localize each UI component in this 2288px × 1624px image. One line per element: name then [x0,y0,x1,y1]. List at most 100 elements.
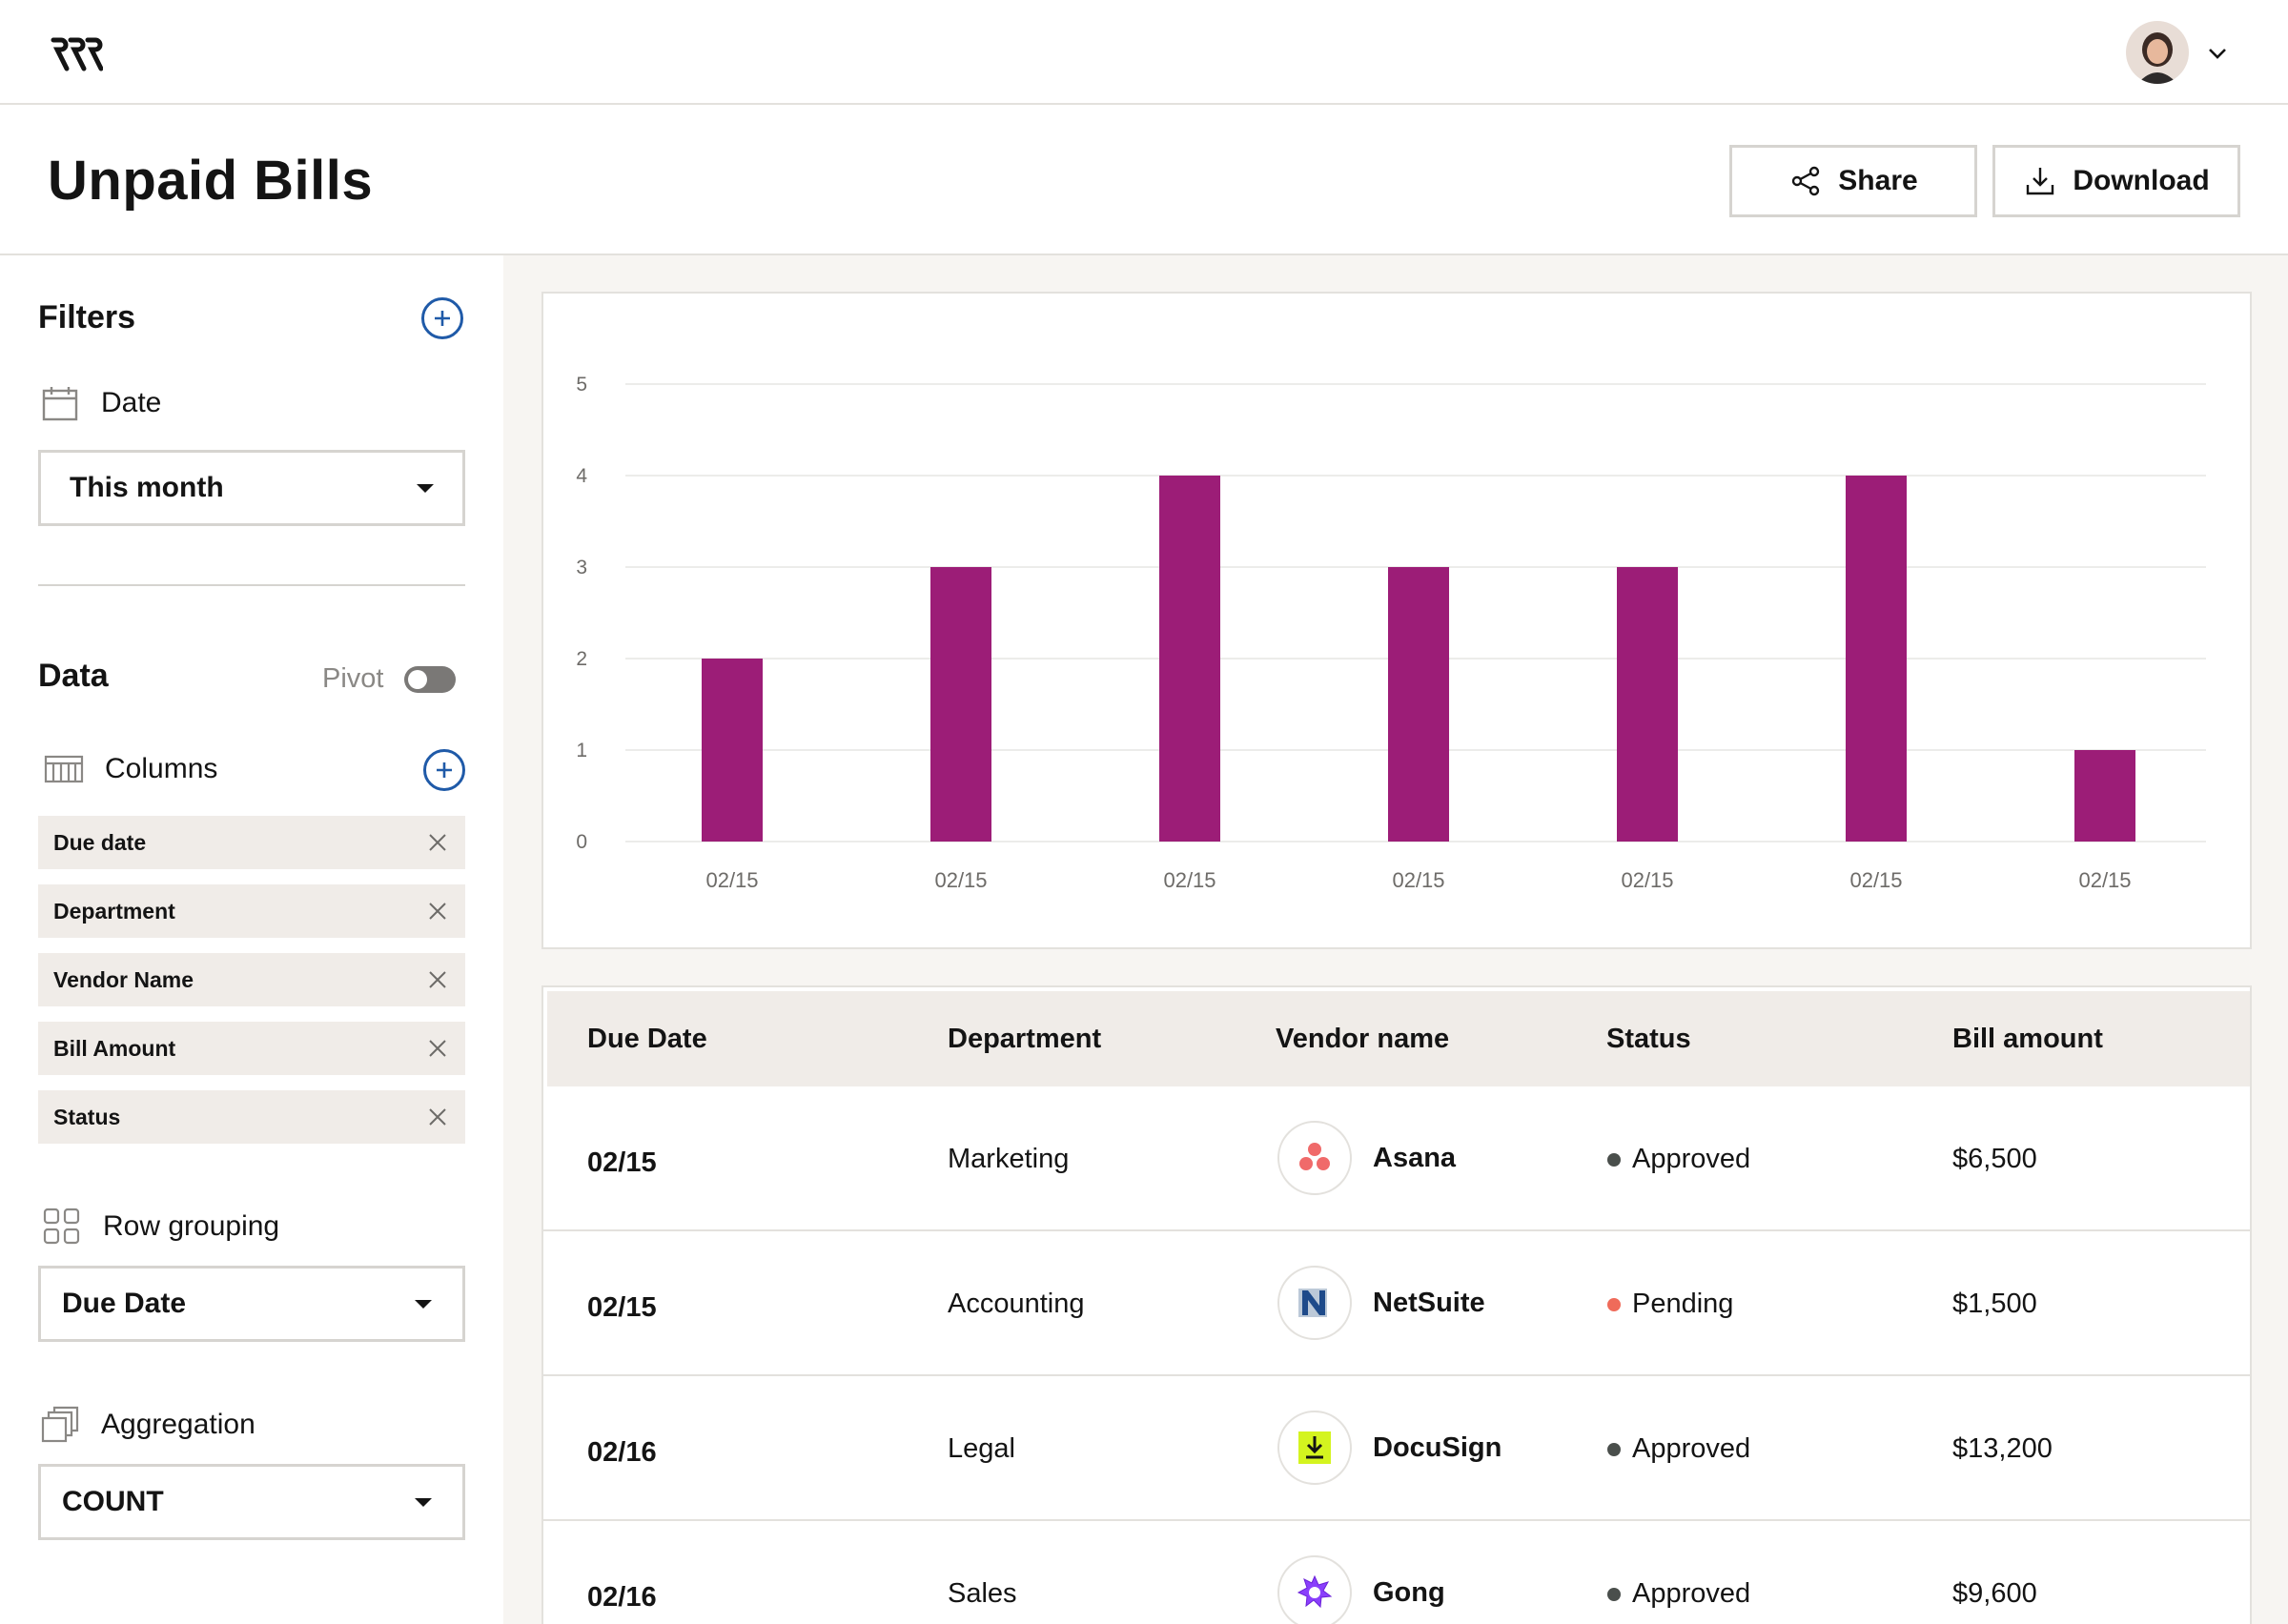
gong-icon [1277,1555,1352,1624]
column-chip-status[interactable]: Status [38,1090,465,1144]
filters-title: Filters [38,299,136,335]
aggregation-label: Aggregation [101,1409,255,1440]
date-select[interactable]: This month [38,450,465,526]
x-tick-label: 02/15 [2078,868,2131,892]
row-grouping-select[interactable]: Due Date [38,1266,465,1342]
close-icon[interactable] [427,969,448,990]
main-content: 0 1 2 3 4 5 02/15 02/15 02/15 02/15 02/15 02/15 02/1… [503,255,2288,1624]
chevron-down-icon[interactable] [2206,42,2229,65]
table-row[interactable]: 02/15 Accounting NetSuite Pending $1,500 [543,1231,2250,1376]
close-icon[interactable] [427,1038,448,1059]
table-row[interactable]: 02/15 Marketing Asana Approved $6,500 [543,1086,2250,1231]
column-chip-vendor-name[interactable]: Vendor Name [38,953,465,1006]
columns-label-row: Columns [44,749,217,789]
status-text: Approved [1632,1144,1751,1174]
header-vendor-name[interactable]: Vendor name [1276,1024,1450,1054]
cell-bill-amount: $13,200 [1952,1433,2053,1464]
share-icon [1792,166,1820,196]
share-button[interactable]: Share [1729,145,1977,217]
column-chip-label: Status [53,1104,121,1129]
cell-status: Approved [1607,1578,1750,1610]
column-chip-department[interactable]: Department [38,884,465,938]
close-icon[interactable] [427,832,448,853]
cell-status: Approved [1607,1144,1750,1175]
header-due-date[interactable]: Due Date [587,1024,707,1054]
status-text: Approved [1632,1433,1751,1464]
y-tick-label: 2 [576,648,587,670]
app-logo-icon[interactable] [50,34,103,72]
close-icon[interactable] [427,1106,448,1127]
add-filter-button[interactable] [421,297,463,339]
date-select-value: This month [70,472,224,503]
y-tick-label: 4 [576,465,587,487]
x-tick-label: 02/15 [1849,868,1902,892]
row-grouping-value: Due Date [62,1288,187,1319]
cell-due-date: 02/16 [587,1582,657,1613]
bar-chart: 0 1 2 3 4 5 02/15 02/15 02/15 02/15 02/15 02/15 02/1… [576,374,2206,892]
vendor-name: Gong [1373,1576,1445,1608]
aggregation-select[interactable]: COUNT [38,1464,465,1540]
sidebar: Filters Date This month Data Pivot Colum… [0,255,503,1624]
page-header: Unpaid Bills Share Download [0,105,2288,255]
cell-vendor: Asana [1277,1121,1456,1195]
docusign-icon [1277,1411,1352,1485]
column-chip-label: Vendor Name [53,966,194,992]
chart-card: 0 1 2 3 4 5 02/15 02/15 02/15 02/15 02/15 02/15 02/1… [541,292,2252,949]
cell-vendor: DocuSign [1277,1411,1502,1485]
cell-department: Accounting [948,1289,1085,1319]
calendar-icon [42,387,78,421]
x-tick-label: 02/15 [934,868,987,892]
pivot-toggle[interactable] [404,665,457,693]
y-tick-label: 0 [576,831,587,853]
cell-bill-amount: $1,500 [1952,1289,2037,1319]
download-button[interactable]: Download [1992,145,2240,217]
bar [2074,750,2135,842]
status-text: Pending [1632,1289,1734,1319]
bar [1159,476,1220,842]
column-chip-label: Department [53,898,175,924]
status-dot [1607,1442,1621,1456]
column-chip-label: Bill Amount [53,1035,176,1061]
table-row[interactable]: 02/16 Legal DocuSign Approved $13,200 [543,1376,2250,1521]
column-chip-due-date[interactable]: Due date [38,816,465,869]
download-label: Download [2073,165,2210,196]
add-column-button[interactable] [423,749,465,791]
x-tick-label: 02/15 [1621,868,1673,892]
header-status[interactable]: Status [1606,1024,1691,1054]
bills-table: Due Date Department Vendor name Status B… [541,985,2252,1624]
page-title: Unpaid Bills [48,150,374,212]
vendor-name: NetSuite [1373,1287,1485,1318]
column-chip-label: Due date [53,829,147,855]
cell-department: Legal [948,1433,1015,1464]
bar [930,567,991,842]
user-avatar[interactable] [2126,21,2189,84]
cell-status: Approved [1607,1433,1750,1465]
x-tick-label: 02/15 [1163,868,1216,892]
top-bar [0,0,2288,105]
netsuite-icon [1277,1266,1352,1340]
cell-due-date: 02/15 [587,1292,657,1323]
plus-icon [435,311,450,326]
data-title: Data [38,658,109,694]
cell-bill-amount: $6,500 [1952,1144,2037,1174]
date-filter-label-row: Date [40,383,161,423]
share-label: Share [1838,165,1918,196]
status-dot [1607,1297,1621,1311]
table-row[interactable]: 02/16 Sales Gong Approved $9,600 [543,1521,2250,1624]
header-bill-amount[interactable]: Bill amount [1952,1024,2103,1054]
bar [702,659,763,842]
caret-down-icon [415,1497,432,1507]
y-tick-label: 1 [576,740,587,761]
y-tick-label: 3 [576,557,587,579]
pivot-control: Pivot [322,663,457,695]
aggregation-label-row: Aggregation [40,1405,255,1445]
columns-icon [44,755,84,783]
close-icon[interactable] [427,901,448,922]
grid-icon [43,1208,80,1245]
cell-status: Pending [1607,1289,1733,1320]
cell-bill-amount: $9,600 [1952,1578,2037,1609]
layers-icon [41,1406,79,1443]
column-chip-bill-amount[interactable]: Bill Amount [38,1022,465,1075]
pivot-label: Pivot [322,663,384,694]
header-department[interactable]: Department [948,1024,1102,1054]
